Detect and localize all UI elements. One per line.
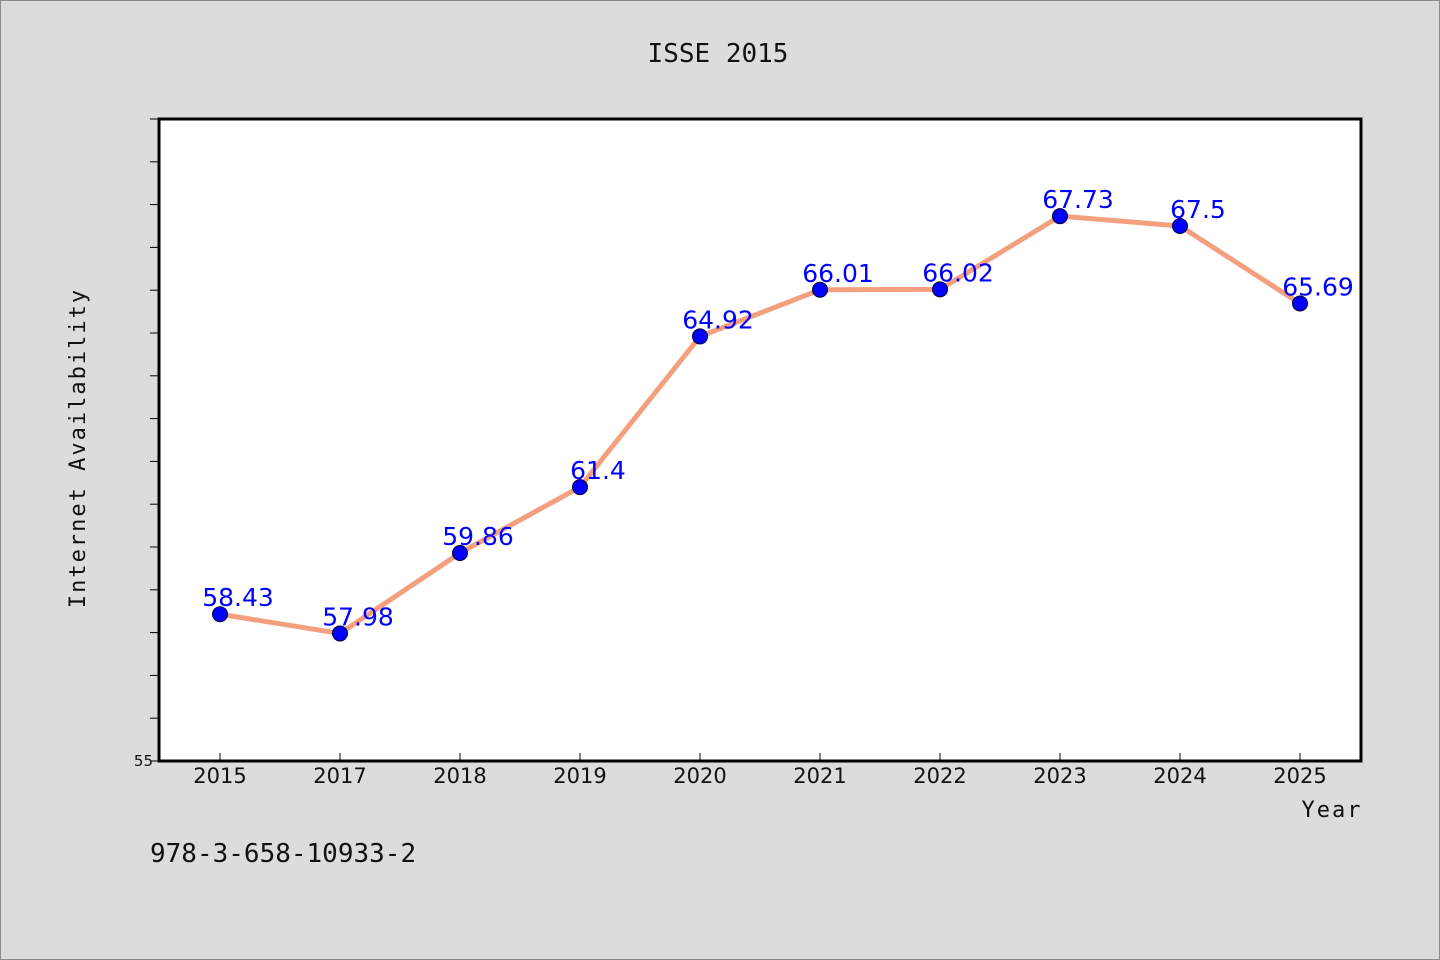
data-point-marker [812,281,828,298]
data-label: 59.86 [442,522,514,551]
x-tick-label: 2021 [793,764,846,788]
x-tick-label: 2015 [193,764,246,788]
data-label: 66.02 [922,258,994,287]
x-tick-label: 2020 [673,764,726,788]
data-point-marker [692,328,708,345]
data-point-marker [572,479,588,496]
data-label: 61.4 [570,456,626,485]
x-tick-label: 2022 [913,764,966,788]
isbn-footer: 978-3-658-10933-2 [150,839,416,869]
data-point-marker [332,625,348,642]
data-label: 66.01 [802,259,874,288]
y-axis-label: Internet Availability [66,288,91,608]
x-tick-label: 2023 [1033,764,1086,788]
data-label: 67.5 [1170,195,1226,224]
y-tick-label: 55 [134,752,153,770]
data-point-marker [1172,218,1188,234]
x-axis-ticks: 2015 2017 2018 2019 2020 2021 2022 2023 2024 2025 [193,753,1327,788]
data-label: 64.92 [682,305,754,334]
data-label: 65.69 [1282,272,1354,301]
data-point-marker [1052,208,1068,225]
x-tick-label: 2017 [313,764,366,788]
data-label-group: 58.43 57.98 59.86 61.4 64.92 66.01 66.02 67.73 6… [202,185,1354,631]
series-line-group [212,208,1308,642]
data-label: 58.43 [202,583,274,612]
series-line [217,213,1303,636]
data-point-marker [932,281,948,298]
chart-title: ISSE 2015 [648,39,789,69]
data-label: 67.73 [1042,185,1114,214]
data-point-marker [452,544,468,561]
x-axis-label: Year [1302,798,1363,823]
data-point-marker [212,606,228,623]
data-point-marker [1292,295,1308,312]
data-label: 57.98 [322,602,394,631]
x-tick-label: 2019 [553,764,606,788]
x-tick-label: 2024 [1153,764,1206,788]
x-tick-label: 2018 [433,764,486,788]
x-tick-label: 2025 [1273,764,1326,788]
y-axis-ticks: 55 [134,118,159,770]
